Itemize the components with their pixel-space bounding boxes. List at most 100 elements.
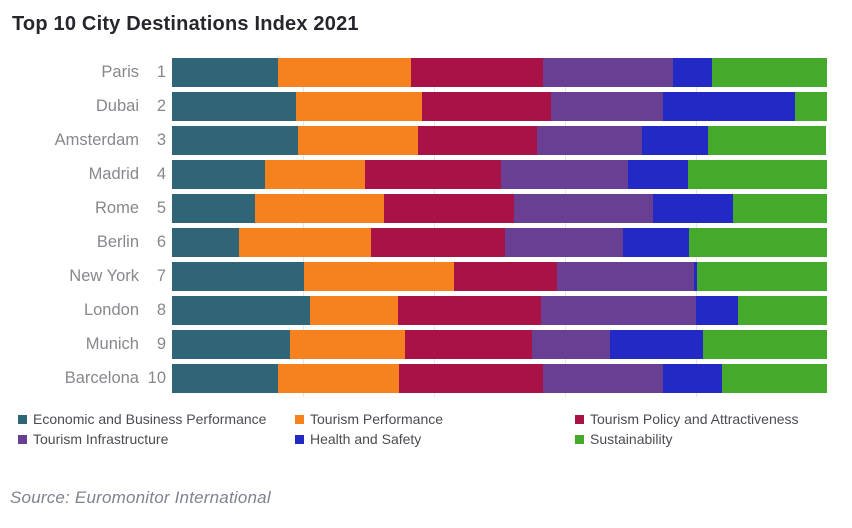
legend-swatch — [575, 414, 584, 424]
segment-tourism-infrastructure[interactable] — [540, 296, 696, 325]
segment-economic-and-business-performance[interactable] — [172, 330, 290, 359]
category-label: Rome 5 — [0, 199, 166, 218]
segment-tourism-policy-and-attractiveness[interactable] — [365, 160, 502, 189]
stacked-bar — [172, 194, 827, 223]
legend-item-sustainability[interactable]: Sustainability — [575, 431, 834, 447]
segment-tourism-performance[interactable] — [255, 194, 385, 223]
segment-economic-and-business-performance[interactable] — [172, 92, 296, 121]
segment-tourism-infrastructure[interactable] — [513, 194, 653, 223]
stacked-bar — [172, 126, 827, 155]
bar-row: Paris 1 — [0, 58, 852, 87]
segment-health-and-safety[interactable] — [642, 126, 709, 155]
legend-item-tourism-infrastructure[interactable]: Tourism Infrastructure — [18, 431, 295, 447]
city-rank: 3 — [156, 131, 166, 149]
segment-tourism-infrastructure[interactable] — [532, 330, 611, 359]
segment-tourism-policy-and-attractiveness[interactable] — [405, 330, 533, 359]
vertical-gridline — [565, 58, 566, 397]
segment-health-and-safety[interactable] — [628, 160, 689, 189]
segment-tourism-policy-and-attractiveness[interactable] — [384, 194, 514, 223]
segment-health-and-safety[interactable] — [662, 92, 795, 121]
segment-tourism-policy-and-attractiveness[interactable] — [397, 296, 541, 325]
segment-tourism-performance[interactable] — [238, 228, 371, 257]
segment-tourism-infrastructure[interactable] — [501, 160, 629, 189]
segment-economic-and-business-performance[interactable] — [172, 228, 239, 257]
segment-health-and-safety[interactable] — [695, 296, 738, 325]
segment-tourism-infrastructure[interactable] — [537, 126, 643, 155]
segment-sustainability[interactable] — [688, 228, 827, 257]
segment-tourism-performance[interactable] — [304, 262, 455, 291]
legend-item-health-and-safety[interactable]: Health and Safety — [295, 431, 575, 447]
city-name: Berlin — [96, 233, 139, 251]
category-label: New York 7 — [0, 267, 166, 286]
segment-tourism-policy-and-attractiveness[interactable] — [454, 262, 558, 291]
segment-health-and-safety[interactable] — [610, 330, 704, 359]
plot-area — [172, 58, 827, 397]
segment-tourism-policy-and-attractiveness[interactable] — [417, 126, 538, 155]
category-label: Dubai 2 — [0, 97, 166, 116]
city-rank: 9 — [156, 335, 166, 353]
segment-economic-and-business-performance[interactable] — [172, 194, 256, 223]
segment-tourism-performance[interactable] — [297, 126, 418, 155]
segment-sustainability[interactable] — [737, 296, 827, 325]
segment-health-and-safety[interactable] — [622, 228, 689, 257]
stacked-bar — [172, 228, 827, 257]
segment-tourism-performance[interactable] — [278, 58, 411, 87]
segment-sustainability[interactable] — [711, 58, 827, 87]
bar-row: Munich 9 — [0, 330, 852, 359]
legend-item-tourism-performance[interactable]: Tourism Performance — [295, 411, 575, 427]
segment-economic-and-business-performance[interactable] — [172, 160, 265, 189]
legend: Economic and Business Performance Tourism… — [18, 409, 834, 449]
city-rank: 10 — [147, 369, 166, 387]
stacked-bar — [172, 58, 827, 87]
segment-tourism-policy-and-attractiveness[interactable] — [370, 228, 506, 257]
bar-rows: Paris 1 Dubai 2 Amsterdam 3 Madrid 4 Rome 5 Berlin… — [0, 58, 852, 398]
segment-sustainability[interactable] — [708, 126, 827, 155]
segment-economic-and-business-performance[interactable] — [172, 364, 279, 393]
segment-sustainability[interactable] — [703, 330, 827, 359]
segment-tourism-policy-and-attractiveness[interactable] — [410, 58, 544, 87]
segment-health-and-safety[interactable] — [652, 194, 733, 223]
segment-tourism-infrastructure[interactable] — [543, 364, 664, 393]
stacked-bar — [172, 364, 827, 393]
segment-sustainability[interactable] — [722, 364, 827, 393]
legend-label: Tourism Policy and Attractiveness — [590, 411, 799, 427]
segment-tourism-policy-and-attractiveness[interactable] — [399, 364, 544, 393]
segment-sustainability[interactable] — [794, 92, 827, 121]
bar-row: Dubai 2 — [0, 92, 852, 121]
segment-tourism-performance[interactable] — [310, 296, 398, 325]
segment-health-and-safety[interactable] — [663, 364, 723, 393]
segment-economic-and-business-performance[interactable] — [172, 126, 298, 155]
segment-sustainability[interactable] — [688, 160, 827, 189]
legend-item-economic-and-business-performance[interactable]: Economic and Business Performance — [18, 411, 295, 427]
segment-sustainability[interactable] — [732, 194, 827, 223]
segment-tourism-infrastructure[interactable] — [557, 262, 694, 291]
legend-swatch — [18, 414, 27, 424]
segment-economic-and-business-performance[interactable] — [172, 262, 305, 291]
stacked-bar — [172, 296, 827, 325]
city-rank: 4 — [156, 165, 166, 183]
segment-tourism-infrastructure[interactable] — [550, 92, 663, 121]
vertical-gridline — [434, 58, 435, 397]
segment-tourism-infrastructure[interactable] — [505, 228, 623, 257]
segment-tourism-policy-and-attractiveness[interactable] — [421, 92, 551, 121]
legend-label: Health and Safety — [310, 431, 422, 447]
city-rank: 7 — [156, 267, 166, 285]
segment-tourism-performance[interactable] — [264, 160, 366, 189]
category-label: Munich 9 — [0, 335, 166, 354]
chart-title: Top 10 City Destinations Index 2021 — [12, 13, 359, 35]
legend-label: Sustainability — [590, 431, 673, 447]
segment-economic-and-business-performance[interactable] — [172, 296, 311, 325]
bar-row: London 8 — [0, 296, 852, 325]
category-label: Barcelona 10 — [0, 369, 166, 388]
segment-tourism-performance[interactable] — [278, 364, 400, 393]
legend-item-tourism-policy-and-attractiveness[interactable]: Tourism Policy and Attractiveness — [575, 411, 834, 427]
segment-tourism-performance[interactable] — [289, 330, 406, 359]
segment-economic-and-business-performance[interactable] — [172, 58, 279, 87]
segment-tourism-infrastructure[interactable] — [543, 58, 673, 87]
city-rank: 6 — [156, 233, 166, 251]
segment-tourism-performance[interactable] — [295, 92, 422, 121]
segment-health-and-safety[interactable] — [694, 262, 698, 291]
segment-health-and-safety[interactable] — [672, 58, 712, 87]
segment-sustainability[interactable] — [697, 262, 827, 291]
city-rank: 1 — [156, 63, 166, 81]
